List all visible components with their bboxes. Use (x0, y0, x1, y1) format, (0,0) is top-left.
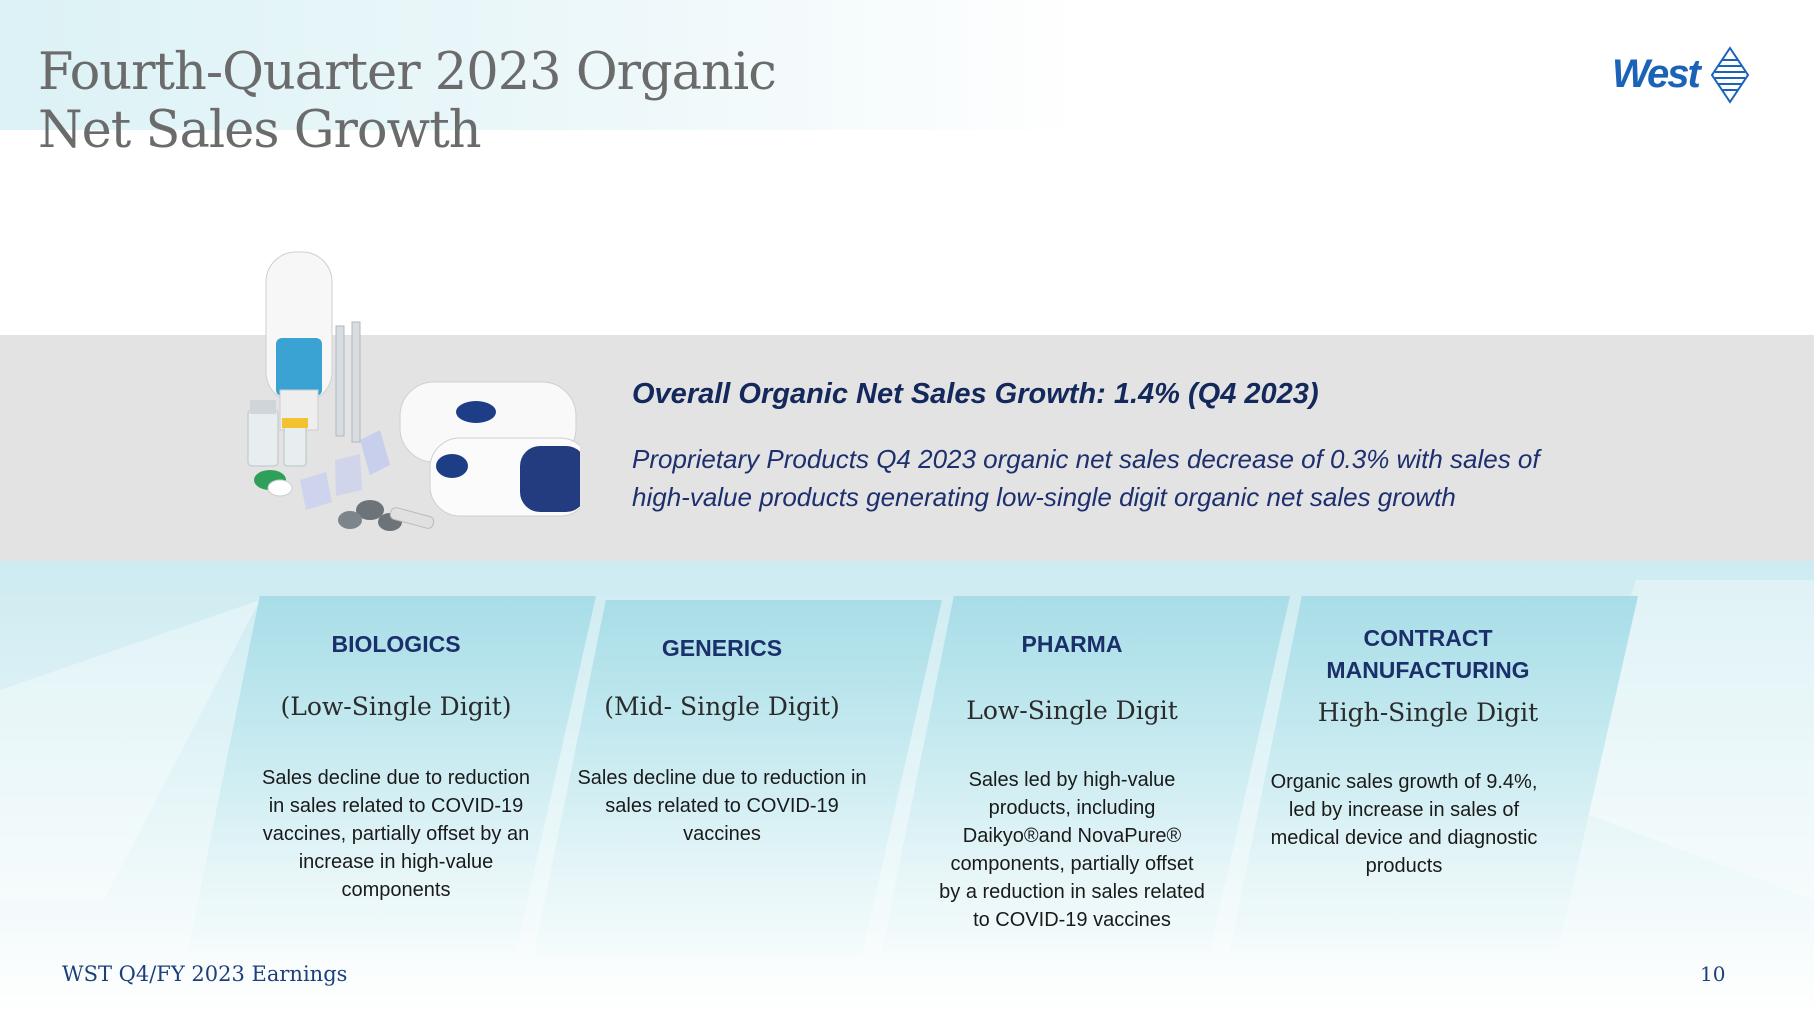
desc-line: vaccines (683, 823, 761, 845)
card-contract-manufacturing: CONTRACT MANUFACTURING High-Single Digit… (1271, 596, 1578, 877)
page-number: 10 (1700, 962, 1726, 986)
card-title-line: CONTRACT (1363, 625, 1493, 651)
summary-line-2: high-value products generating low-singl… (632, 482, 1456, 512)
desc-line: to COVID-19 vaccines (973, 909, 1171, 931)
title-line-2: Net Sales Growth (38, 101, 482, 160)
card-title: PHARMA (1021, 631, 1123, 657)
desc-line: Organic sales growth of 9.4%, (1270, 771, 1538, 793)
card-generics: GENERICS (Mid- Single Digit) Sales decli… (572, 596, 872, 845)
card-description: Sales decline due to reduction in sales … (564, 764, 880, 848)
desc-line: components, partially offset (950, 853, 1194, 875)
card-growth: (Low-Single Digit) (280, 692, 512, 721)
desc-line: by a reduction in sales related (939, 881, 1205, 903)
logo-text: West (1612, 52, 1701, 96)
summary-line-1: Proprietary Products Q4 2023 organic net… (632, 444, 1540, 474)
desc-line: products, including (988, 797, 1156, 819)
page-title: Fourth-Quarter 2023 Organic Net Sales Gr… (38, 43, 777, 160)
header-background (0, 0, 1814, 130)
card-background (1228, 596, 1638, 960)
desc-line: Sales led by high-value (968, 769, 1176, 791)
desc-line: increase in high-value (298, 851, 494, 873)
card-title-line: MANUFACTURING (1326, 657, 1530, 683)
card-pharma: PHARMA Low-Single Digit Sales led by hig… (922, 596, 1222, 931)
desc-line: Daikyo®and NovaPure® (962, 825, 1182, 847)
card-description: Sales decline due to reduction in sales … (246, 764, 546, 904)
card-background (880, 596, 1290, 960)
west-logo: West (1612, 46, 1762, 106)
card-description: Organic sales growth of 9.4%, led by inc… (1254, 768, 1554, 880)
card-title: GENERICS (661, 635, 783, 661)
desc-line: led by increase in sales of (1288, 799, 1520, 821)
desc-line: in sales related to COVID-19 (268, 795, 524, 817)
card-growth: (Mid- Single Digit) (604, 692, 840, 721)
card-title: CONTRACT MANUFACTURING (1278, 622, 1578, 686)
card-growth: Low-Single Digit (966, 696, 1178, 725)
card-growth: High-Single Digit (1317, 698, 1539, 727)
desc-line: sales related to COVID-19 (605, 795, 839, 817)
desc-line: medical device and diagnostic (1270, 827, 1538, 849)
card-title: BIOLOGICS (331, 631, 461, 657)
title-line-1: Fourth-Quarter 2023 Organic (38, 43, 777, 102)
proprietary-products-summary: Proprietary Products Q4 2023 organic net… (632, 440, 1652, 516)
desc-line: vaccines, partially offset by an (262, 823, 530, 845)
footer-label: WST Q4/FY 2023 Earnings (62, 962, 348, 986)
card-description: Sales led by high-value products, includ… (922, 766, 1222, 934)
desc-line: products (1365, 855, 1443, 877)
overall-growth-headline: Overall Organic Net Sales Growth: 1.4% (… (632, 378, 1319, 410)
desc-line: components (341, 879, 451, 901)
card-biologics: BIOLOGICS (Low-Single Digit) Sales decli… (246, 596, 546, 901)
west-diamond-icon (1710, 46, 1750, 104)
desc-line: Sales decline due to reduction (262, 767, 530, 789)
product-photo (247, 251, 580, 531)
desc-line: Sales decline due to reduction in (577, 767, 867, 789)
